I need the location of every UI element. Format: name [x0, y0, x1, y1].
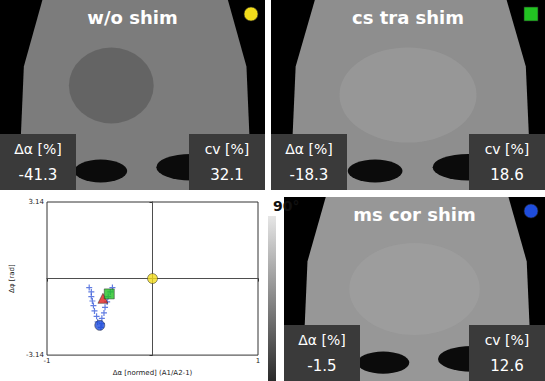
svg-text:Δα [%]: Δα [%] — [285, 141, 332, 157]
svg-text:ms cor shim: ms cor shim — [353, 204, 475, 225]
html-text:90°: 90° — [273, 198, 300, 214]
svg-text:-3.14: -3.14 — [26, 351, 45, 359]
svg-text:Δα [normed] (A1/A2-1): Δα [normed] (A1/A2-1) — [113, 369, 193, 377]
svg-text:-41.3: -41.3 — [19, 166, 58, 184]
svg-text:1: 1 — [256, 357, 260, 365]
svg-text:12.6: 12.6 — [490, 357, 523, 375]
svg-text:Δφ [rad]: Δφ [rad] — [8, 264, 16, 293]
svg-text:cv [%]: cv [%] — [485, 141, 530, 157]
svg-text:-1.5: -1.5 — [307, 357, 336, 375]
svg-text:Δα [%]: Δα [%] — [298, 332, 345, 348]
svg-text:cv [%]: cv [%] — [485, 332, 530, 348]
svg-text:3.14: 3.14 — [28, 198, 44, 206]
svg-text:32.1: 32.1 — [210, 166, 243, 184]
svg-text:18.6: 18.6 — [490, 166, 523, 184]
svg-text:w/o shim: w/o shim — [87, 7, 177, 28]
svg-text:Δα [%]: Δα [%] — [14, 141, 61, 157]
svg-text:cs tra shim: cs tra shim — [352, 7, 464, 28]
svg-text:-1: -1 — [44, 357, 51, 365]
svg-text:cv [%]: cv [%] — [205, 141, 250, 157]
svg-text:-18.3: -18.3 — [290, 166, 329, 184]
